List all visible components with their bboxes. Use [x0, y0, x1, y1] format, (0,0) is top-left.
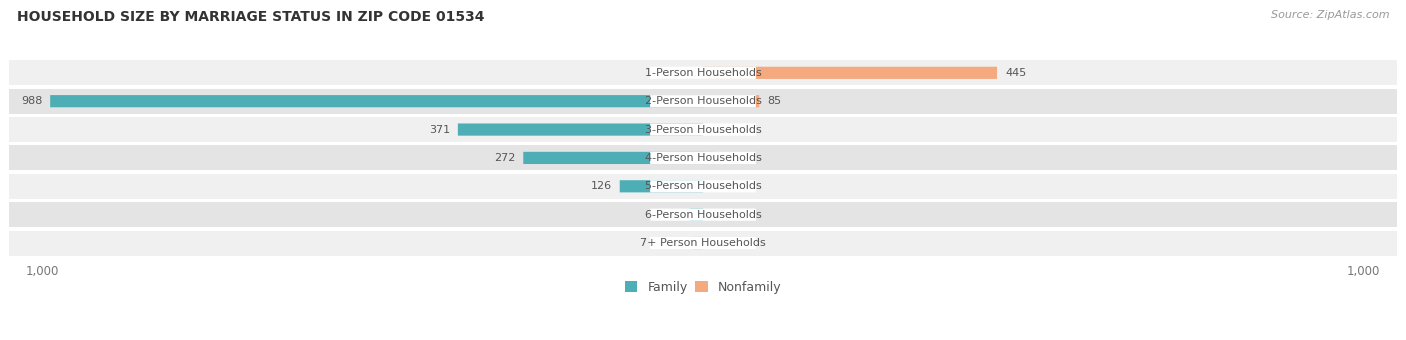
Bar — [10, 60, 1396, 85]
Text: 2-Person Households: 2-Person Households — [644, 96, 762, 106]
Text: 0: 0 — [711, 124, 718, 135]
FancyBboxPatch shape — [703, 95, 759, 107]
Text: 988: 988 — [21, 96, 42, 106]
Text: 4-Person Households: 4-Person Households — [644, 153, 762, 163]
Bar — [10, 146, 1396, 170]
FancyBboxPatch shape — [650, 95, 756, 107]
Bar — [10, 231, 1396, 256]
Text: Source: ZipAtlas.com: Source: ZipAtlas.com — [1271, 10, 1389, 20]
Bar — [10, 117, 1396, 142]
FancyBboxPatch shape — [620, 180, 703, 192]
Text: 5-Person Households: 5-Person Households — [644, 181, 762, 191]
FancyBboxPatch shape — [523, 152, 703, 164]
FancyBboxPatch shape — [650, 208, 756, 221]
FancyBboxPatch shape — [650, 123, 756, 136]
Text: 126: 126 — [591, 181, 612, 191]
Text: 85: 85 — [768, 96, 782, 106]
FancyBboxPatch shape — [650, 67, 756, 79]
Text: 15: 15 — [671, 238, 685, 248]
Text: 7+ Person Households: 7+ Person Households — [640, 238, 766, 248]
Text: 16: 16 — [721, 153, 735, 163]
Text: 3-Person Households: 3-Person Households — [644, 124, 762, 135]
Text: 0: 0 — [711, 210, 718, 220]
Text: 6-Person Households: 6-Person Households — [644, 210, 762, 220]
Text: 445: 445 — [1005, 68, 1026, 78]
Bar — [10, 202, 1396, 227]
Text: HOUSEHOLD SIZE BY MARRIAGE STATUS IN ZIP CODE 01534: HOUSEHOLD SIZE BY MARRIAGE STATUS IN ZIP… — [17, 10, 485, 24]
FancyBboxPatch shape — [650, 180, 756, 192]
Text: 0: 0 — [688, 68, 695, 78]
FancyBboxPatch shape — [693, 237, 703, 249]
FancyBboxPatch shape — [703, 152, 714, 164]
FancyBboxPatch shape — [690, 208, 703, 221]
Text: 0: 0 — [711, 238, 718, 248]
Text: 0: 0 — [711, 181, 718, 191]
Text: 20: 20 — [668, 210, 682, 220]
FancyBboxPatch shape — [51, 95, 703, 107]
Bar — [10, 89, 1396, 114]
FancyBboxPatch shape — [650, 237, 756, 249]
FancyBboxPatch shape — [458, 123, 703, 136]
Text: 371: 371 — [429, 124, 450, 135]
FancyBboxPatch shape — [650, 152, 756, 164]
Legend: Family, Nonfamily: Family, Nonfamily — [620, 276, 786, 299]
Text: 272: 272 — [494, 153, 516, 163]
Text: 1-Person Households: 1-Person Households — [644, 68, 762, 78]
Bar — [10, 174, 1396, 199]
FancyBboxPatch shape — [703, 67, 997, 79]
